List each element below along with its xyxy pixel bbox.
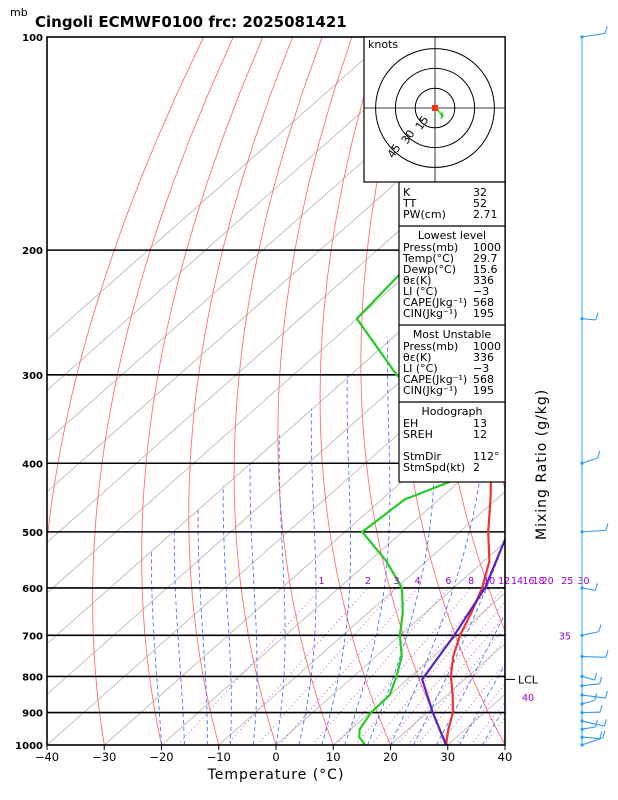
- storm-motion-marker: [432, 105, 438, 111]
- mixing-ratio-label: 20: [542, 576, 554, 587]
- pressure-tick-label: 100: [22, 33, 43, 44]
- mixing-ratio-label: 3: [394, 576, 400, 587]
- pressure-tick-label: 600: [22, 584, 43, 595]
- indices-table: K32TT52PW(cm)2.71Lowest levelPress(mb)10…: [399, 182, 505, 482]
- x-tick-label: −30: [92, 750, 116, 764]
- mixing-ratio-label: 25: [561, 576, 573, 587]
- x-tick-label: 40: [498, 750, 513, 764]
- mixing-ratio-label: 35: [559, 631, 571, 642]
- mixing-ratio-label: 8: [468, 576, 474, 587]
- x-axis-label: Temperature (°C): [207, 767, 345, 783]
- index-value: 195: [473, 384, 494, 397]
- index-label: SREH: [403, 428, 433, 441]
- hodograph-unit: knots: [368, 38, 398, 51]
- mixing-ratio-label: 6: [445, 576, 451, 587]
- index-label: CIN(Jkg⁻¹): [403, 307, 458, 320]
- mixing-ratio-label: 4: [415, 576, 421, 587]
- lcl-label: LCL: [518, 673, 539, 686]
- x-tick-label: −10: [207, 750, 231, 764]
- index-label: StmSpd(kt): [403, 461, 465, 474]
- x-tick-label: 10: [326, 750, 341, 764]
- x-tick-label: 20: [383, 750, 398, 764]
- pressure-tick-label: 700: [22, 631, 43, 642]
- hodograph: knots 153045: [364, 37, 505, 182]
- pressure-tick-label: 400: [22, 459, 43, 470]
- mixing-ratio-label: 1: [318, 576, 324, 587]
- index-label: CIN(Jkg⁻¹): [403, 384, 458, 397]
- index-value: 2: [473, 461, 480, 474]
- wind-barb-shaft: [582, 657, 606, 658]
- pressure-tick-label: 300: [22, 371, 43, 382]
- mixing-ratio-label: 30: [577, 576, 589, 587]
- chart-title: Cingoli ECMWF0100 frc: 2025081421: [35, 13, 347, 31]
- pressure-tick-label: 500: [22, 528, 43, 539]
- pressure-tick-label: 200: [22, 246, 43, 257]
- index-value: 12: [473, 428, 487, 441]
- x-tick-label: −20: [149, 750, 173, 764]
- mixing-ratio-label: 10: [483, 576, 495, 587]
- mixing-ratio-axis-label: Mixing Ratio (g/kg): [534, 389, 550, 540]
- x-tick-label: 30: [440, 750, 455, 764]
- pressure-unit-label: mb: [10, 6, 28, 19]
- x-tick-label: 0: [272, 750, 279, 764]
- mixing-ratio-label: 14: [511, 576, 523, 587]
- mixing-ratio-label: 40: [522, 693, 534, 704]
- index-value: 195: [473, 307, 494, 320]
- x-tick-label: −40: [35, 750, 59, 764]
- pressure-tick-label: 800: [22, 672, 43, 683]
- mixing-ratio-label: 12: [498, 576, 510, 587]
- pressure-tick-label: 900: [22, 709, 43, 720]
- index-label: PW(cm): [403, 208, 446, 221]
- mixing-ratio-label: 2: [365, 576, 371, 587]
- index-value: 2.71: [473, 208, 498, 221]
